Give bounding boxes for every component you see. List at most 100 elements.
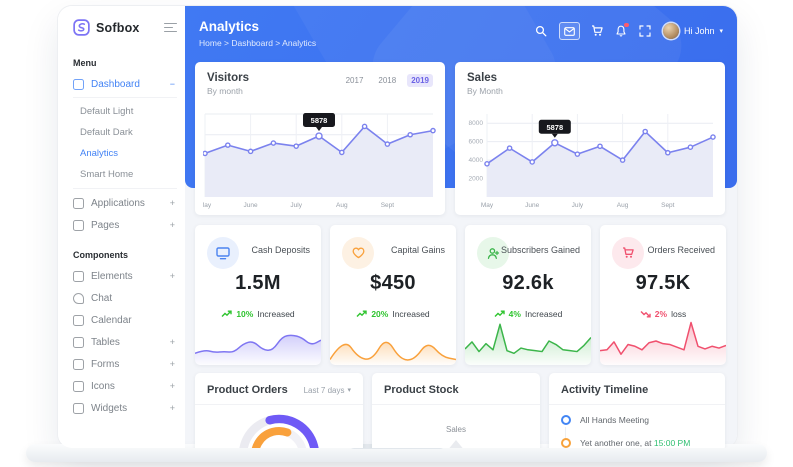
subscribers-sparkline xyxy=(465,313,591,365)
pages-icon xyxy=(73,219,84,231)
sidebar-item-smart-home[interactable]: Smart Home xyxy=(80,169,134,180)
sidebar-item-analytics[interactable]: Analytics xyxy=(80,148,119,159)
sidebar-item-pages[interactable]: Pages + xyxy=(73,214,177,236)
stat-card-orders-received: Orders Received 97.5K 2% loss xyxy=(600,225,726,365)
stat-label: Subscribers Gained xyxy=(500,245,580,255)
product-stock-card: Product Stock Sales xyxy=(372,373,540,448)
product-orders-donut xyxy=(195,403,363,448)
breadcrumb[interactable]: Home > Dashboard > Analytics xyxy=(199,38,317,48)
sales-subtitle: By Month xyxy=(467,86,503,96)
stat-value: $450 xyxy=(370,272,416,294)
icons-icon xyxy=(73,380,84,392)
trend-down-icon xyxy=(640,310,651,318)
timeline-dot-blue xyxy=(561,415,571,425)
stat-label: Cash Deposits xyxy=(251,245,310,255)
svg-text:July: July xyxy=(572,202,584,209)
cart-icon[interactable] xyxy=(591,25,604,38)
bell-icon[interactable] xyxy=(615,22,629,38)
sidebar-item-elements[interactable]: Elements + xyxy=(73,265,177,287)
visitors-chart[interactable]: May June July Aug Sept 5878 xyxy=(199,106,437,210)
avatar xyxy=(662,23,679,39)
product-orders-title: Product Orders xyxy=(207,384,288,396)
main-content: Analytics Home > Dashboard > Analytics xyxy=(185,6,737,448)
stat-label: Capital Gains xyxy=(390,245,445,255)
calendar-icon xyxy=(73,314,84,326)
sales-chart[interactable]: 2000 4000 6000 8000 May June July Aug Sept 5878 xyxy=(463,106,717,210)
year-tab-2017[interactable]: 2017 xyxy=(345,76,364,85)
expand-toggle[interactable]: + xyxy=(169,403,175,413)
svg-text:5878: 5878 xyxy=(546,123,563,132)
sidebar-item-tables[interactable]: Tables + xyxy=(73,331,177,353)
page-header-text: Analytics Home > Dashboard > Analytics xyxy=(199,19,316,48)
user-icon xyxy=(477,237,509,269)
sales-card: Sales By Month 2000 4000 6000 8000 May June Ju… xyxy=(455,62,725,215)
stat-value: 97.5K xyxy=(635,272,691,294)
expand-toggle[interactable]: + xyxy=(169,381,175,391)
sidebar-toggle-icon[interactable] xyxy=(164,20,177,34)
timeline-item[interactable]: All Hands Meeting xyxy=(561,415,715,425)
capital-gains-sparkline xyxy=(330,313,456,365)
stat-change-pct: 4% xyxy=(508,309,521,319)
stat-change-text: Increased xyxy=(392,309,430,319)
applications-icon xyxy=(73,197,84,209)
visitors-card: Visitors By month 2017 2018 2019 May June… xyxy=(195,62,445,215)
page-title: Analytics xyxy=(199,19,260,34)
chevron-down-icon: ▾ xyxy=(347,386,351,394)
sidebar-item-chat[interactable]: Chat xyxy=(73,287,177,309)
sidebar-item-forms[interactable]: Forms + xyxy=(73,353,177,375)
user-menu[interactable]: Hi John ▾ xyxy=(662,23,723,39)
expand-toggle[interactable]: + xyxy=(169,198,175,208)
mail-icon[interactable] xyxy=(558,22,580,40)
sidebar-item-default-dark[interactable]: Default Dark xyxy=(80,127,133,138)
year-filter: 2017 2018 2019 xyxy=(342,74,433,87)
sidebar-item-widgets[interactable]: Widgets + xyxy=(73,397,177,419)
date-range-filter[interactable]: Last 7 days ▾ xyxy=(303,385,351,395)
svg-text:5878: 5878 xyxy=(311,116,328,125)
collapse-toggle[interactable]: − xyxy=(169,79,175,89)
svg-text:Aug: Aug xyxy=(336,202,348,209)
sidebar-item-applications[interactable]: Applications + xyxy=(73,192,177,214)
chat-icon xyxy=(73,292,84,304)
laptop-base xyxy=(26,444,767,462)
sidebar-item-default-light[interactable]: Default Light xyxy=(80,106,134,117)
svg-text:May: May xyxy=(481,202,494,209)
expand-toggle[interactable]: + xyxy=(169,220,175,230)
components-heading: Components xyxy=(73,250,128,260)
stat-card-subscribers-gained: Subscribers Gained 92.6k 4% Increased xyxy=(465,225,591,365)
expand-toggle[interactable]: + xyxy=(169,337,175,347)
svg-text:June: June xyxy=(525,202,539,209)
tables-icon xyxy=(73,336,84,348)
stat-value: 1.5M xyxy=(235,272,281,294)
sofbox-logo-icon xyxy=(73,19,90,36)
svg-text:Sept: Sept xyxy=(661,202,675,209)
product-stock-chart-label: Sales xyxy=(445,425,466,434)
fullscreen-icon[interactable] xyxy=(639,25,652,38)
svg-text:6000: 6000 xyxy=(469,139,484,146)
stat-change-text: loss xyxy=(671,309,687,319)
stat-change-text: Increased xyxy=(257,309,295,319)
search-icon[interactable] xyxy=(535,25,548,38)
brand-name[interactable]: Sofbox xyxy=(96,20,140,35)
sidebar-item-calendar[interactable]: Calendar xyxy=(73,309,177,331)
svg-text:4000: 4000 xyxy=(469,157,484,164)
expand-toggle[interactable]: + xyxy=(169,359,175,369)
year-tab-2019[interactable]: 2019 xyxy=(407,74,433,87)
timeline-item[interactable]: Yet another one, at 15:00 PM xyxy=(561,438,715,448)
sidebar-item-icons[interactable]: Icons + xyxy=(73,375,177,397)
monitor-icon xyxy=(207,237,239,269)
svg-text:July: July xyxy=(290,202,302,209)
sidebar-item-dashboard[interactable]: Dashboard − xyxy=(73,73,177,95)
chevron-down-icon: ▾ xyxy=(719,27,723,35)
timeline-connector xyxy=(565,427,566,448)
user-greeting: Hi John xyxy=(683,26,715,36)
laptop-screen: Sofbox Menu Dashboard − Default Light De… xyxy=(58,6,737,448)
svg-text:8000: 8000 xyxy=(469,120,484,127)
svg-text:Aug: Aug xyxy=(617,202,629,209)
cart-icon xyxy=(612,237,644,269)
expand-toggle[interactable]: + xyxy=(169,271,175,281)
year-tab-2018[interactable]: 2018 xyxy=(378,76,397,85)
trend-up-icon xyxy=(494,310,505,318)
svg-text:Sept: Sept xyxy=(381,202,395,209)
menu-heading: Menu xyxy=(73,58,97,68)
